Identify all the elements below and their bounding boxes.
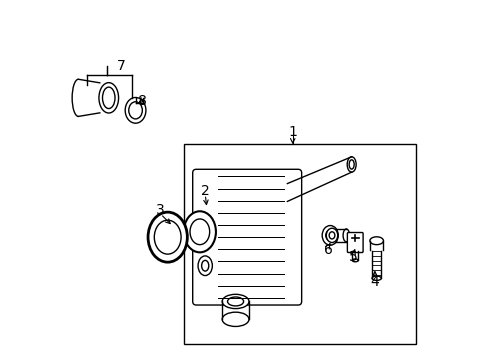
Text: 3: 3 xyxy=(156,203,164,217)
Text: 7: 7 xyxy=(117,59,125,73)
Ellipse shape xyxy=(201,260,208,271)
Ellipse shape xyxy=(369,237,383,245)
Text: 8: 8 xyxy=(138,94,147,108)
Ellipse shape xyxy=(148,212,187,262)
Text: 2: 2 xyxy=(201,184,209,198)
Ellipse shape xyxy=(222,294,248,309)
Ellipse shape xyxy=(348,160,353,169)
Ellipse shape xyxy=(343,229,349,242)
Ellipse shape xyxy=(222,312,248,327)
FancyBboxPatch shape xyxy=(192,169,301,305)
Text: 6: 6 xyxy=(324,243,332,257)
Ellipse shape xyxy=(190,219,209,245)
Ellipse shape xyxy=(183,211,216,252)
Ellipse shape xyxy=(371,276,381,280)
Ellipse shape xyxy=(352,259,357,262)
Ellipse shape xyxy=(154,220,181,254)
FancyBboxPatch shape xyxy=(346,233,363,252)
Ellipse shape xyxy=(346,157,355,172)
Ellipse shape xyxy=(198,256,212,275)
Text: 1: 1 xyxy=(288,125,297,139)
Ellipse shape xyxy=(227,297,243,306)
Text: 5: 5 xyxy=(348,250,357,264)
Text: 4: 4 xyxy=(370,275,379,289)
Bar xyxy=(183,144,415,344)
Ellipse shape xyxy=(325,228,337,243)
Ellipse shape xyxy=(325,230,334,241)
Ellipse shape xyxy=(322,226,338,245)
Ellipse shape xyxy=(328,232,334,239)
